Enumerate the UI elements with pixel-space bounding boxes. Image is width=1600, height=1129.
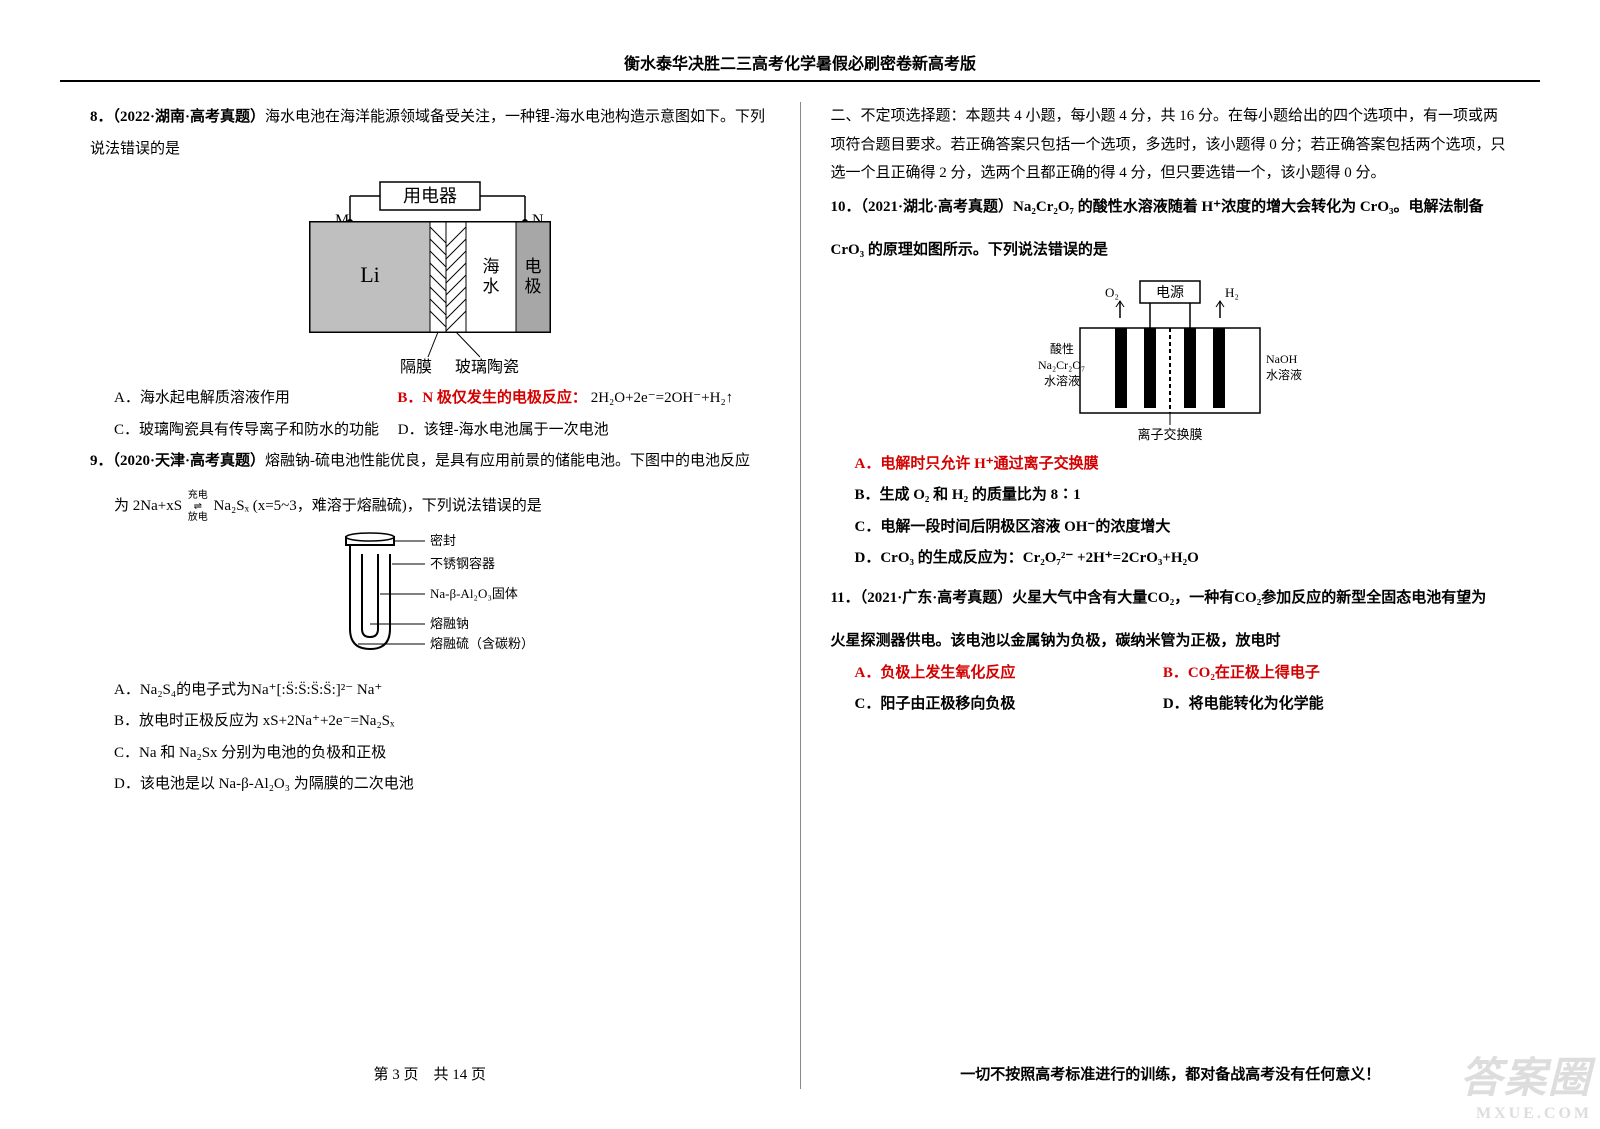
q10-options: A．电解时只允许 H⁺通过离子交换膜 B．生成 O₂ 和 H₂ 的质量比为 8∶…	[855, 449, 1511, 575]
q11-A: A．负极上发生氧化反应	[855, 665, 1016, 681]
q10-H2: H₂	[1225, 285, 1239, 300]
q9-C: C．Na 和 Na₂Sx 分别为电池的负极和正极	[114, 738, 770, 770]
q9-lbl1: 不锈钢容器	[430, 556, 495, 571]
q10-stem1: Na₂Cr₂O₇ 的酸性水溶液随着 H⁺浓度的增大会转化为 CrO₃。电解法制备	[1013, 199, 1483, 215]
q8-figure: 用电器 M N Li	[90, 177, 770, 377]
q8-fig-top: 用电器	[403, 186, 457, 206]
q10-membrane: 离子交换膜	[1138, 427, 1203, 442]
page-header: 衡水泰华决胜二三高考化学暑假必刷密卷新高考版	[60, 50, 1540, 82]
q9-stem1: 熔融钠-硫电池性能优良，是具有应用前景的储能电池。下图中的电池反应	[265, 453, 750, 469]
svg-text:极: 极	[524, 277, 541, 296]
question-8: 8．（2022·湖南·高考真题）海水电池在海洋能源领域备受关注，一种锂-海水电池…	[90, 102, 770, 165]
q10-power: 电源	[1156, 285, 1184, 301]
left-column: 8．（2022·湖南·高考真题）海水电池在海洋能源领域备受关注，一种锂-海水电池…	[60, 102, 800, 1089]
q9-A-pre: A．Na₂S₄的电子式为Na⁺	[114, 682, 277, 698]
question-11: 11．（2021·广东·高考真题）火星大气中含有大量CO₂，一种有CO₂参加反应…	[831, 583, 1511, 615]
q9-B: B．放电时正极反应为 xS+2Na⁺+2e⁻=Na₂Sₓ	[114, 706, 770, 738]
q8-src: （2022·湖南·高考真题）	[113, 109, 266, 125]
section-2-desc: 二、不定项选择题：本题共 4 小题，每小题 4 分，共 16 分。在每小题给出的…	[831, 102, 1511, 188]
q9-src: （2020·天津·高考真题）	[113, 453, 266, 469]
q10-O2: O₂	[1105, 285, 1119, 300]
q9-num: 9．	[90, 453, 113, 469]
question-10: 10．（2021·湖北·高考真题）Na₂Cr₂O₇ 的酸性水溶液随着 H⁺浓度的…	[831, 192, 1511, 224]
q11-stem2: 火星探测器供电。该电池以金属钠为负极，碳纳米管为正极，放电时	[831, 626, 1511, 658]
q10-D: D．CrO₃ 的生成反应为：Cr₂O₇²⁻ +2H⁺=2CrO₃+H₂O	[855, 543, 1511, 575]
q9-lbl2: Na-β-Al₂O₃固体	[430, 586, 518, 601]
q10-right2: 水溶液	[1266, 367, 1302, 382]
q10-right1: NaOH	[1266, 352, 1298, 366]
q9-stem2: 为 2Na+xS 充电⇌ 放电 Na₂Sₓ (x=5~3，难溶于熔融硫)，下列说…	[114, 490, 770, 523]
q9-eq-pre: 为 2Na+xS	[114, 497, 182, 513]
q8-fig-ceramic: 玻璃陶瓷	[455, 358, 519, 376]
q10-figure: 电源 O₂ H₂	[831, 273, 1511, 443]
q9-options: A．Na₂S₄的电子式为Na⁺[:S̈:S̈:S̈:S̈:]²⁻ Na⁺ B．放…	[114, 675, 770, 801]
q8-A: A．海水起电解质溶液作用	[114, 390, 290, 406]
q8-B-label: B．N 极仅发生的电极反应：	[397, 390, 587, 406]
q9-eq-bot: 放电	[188, 512, 208, 523]
question-9: 9．（2020·天津·高考真题）熔融钠-硫电池性能优良，是具有应用前景的储能电池…	[90, 446, 770, 478]
q8-fig-li: Li	[360, 262, 380, 287]
svg-text:水: 水	[482, 277, 499, 296]
q10-left2: Na₂Cr₂O₇	[1038, 358, 1085, 372]
q9-lbl4: 熔融硫（含碳粉）	[430, 636, 534, 651]
q9-eq-post: Na₂Sₓ (x=5~3，难溶于熔融硫)，下列说法错误的是	[214, 497, 542, 513]
q11-num: 11．	[831, 590, 860, 606]
q8-num: 8．	[90, 109, 113, 125]
q10-num: 10．	[831, 199, 861, 215]
q10-B: B．生成 O₂ 和 H₂ 的质量比为 8∶1	[855, 480, 1511, 512]
q11-B: B．CO₂在正极上得电子	[1163, 665, 1320, 681]
q9-lbl0: 密封	[430, 533, 456, 548]
q9-A-post: Na⁺	[353, 682, 382, 698]
svg-text:电: 电	[524, 257, 541, 276]
q9-lbl3: 熔融钠	[430, 616, 469, 631]
q9-D: D．该电池是以 Na-β-Al₂O₃ 为隔膜的二次电池	[114, 769, 770, 801]
footer-right: 一切不按照高考标准进行的训练，都对备战高考没有任何意义！	[801, 1060, 1541, 1092]
q11-options: A．负极上发生氧化反应 B．CO₂在正极上得电子 C．阳子由正极移向负极 D．将…	[855, 658, 1511, 721]
q10-C: C．电解一段时间后阴极区溶液 OH⁻的浓度增大	[855, 512, 1511, 544]
q11-C: C．阳子由正极移向负极	[855, 696, 1016, 712]
q8-C: C．玻璃陶瓷具有传导离子和防水的功能	[114, 422, 379, 438]
q8-D: D．该锂-海水电池属于一次电池	[398, 422, 609, 438]
q10-left3: 水溶液	[1044, 373, 1080, 388]
q8-B-eq: 2H₂O+2e⁻=2OH⁻+H₂↑	[591, 390, 734, 406]
q9-figure: 密封 不锈钢容器 Na-β-Al₂O₃固体 熔融钠 熔融硫（含碳粉）	[90, 529, 770, 669]
q11-stem1: 火星大气中含有大量CO₂，一种有CO₂参加反应的新型全固态电池有望为	[1012, 590, 1486, 606]
q8-options: A．海水起电解质溶液作用 B．N 极仅发生的电极反应： 2H₂O+2e⁻=2OH…	[114, 383, 770, 446]
q10-left1: 酸性	[1050, 341, 1074, 356]
right-column: 二、不定项选择题：本题共 4 小题，每小题 4 分，共 16 分。在每小题给出的…	[801, 102, 1541, 1089]
svg-text:海: 海	[482, 257, 499, 276]
q10-stem2: CrO₃ 的原理如图所示。下列说法错误的是	[831, 235, 1511, 267]
q8-fig-membrane: 隔膜	[400, 358, 432, 376]
q9-eq-top: 充电	[188, 490, 208, 501]
q10-A: A．电解时只允许 H⁺通过离子交换膜	[855, 449, 1511, 481]
footer-left: 第 3 页 共 14 页	[60, 1060, 800, 1092]
q10-src: （2021·湖北·高考真题）	[861, 199, 1014, 215]
q11-D: D．将电能转化为化学能	[1163, 696, 1324, 712]
q11-src: （2021·广东·高考真题）	[860, 590, 1013, 606]
